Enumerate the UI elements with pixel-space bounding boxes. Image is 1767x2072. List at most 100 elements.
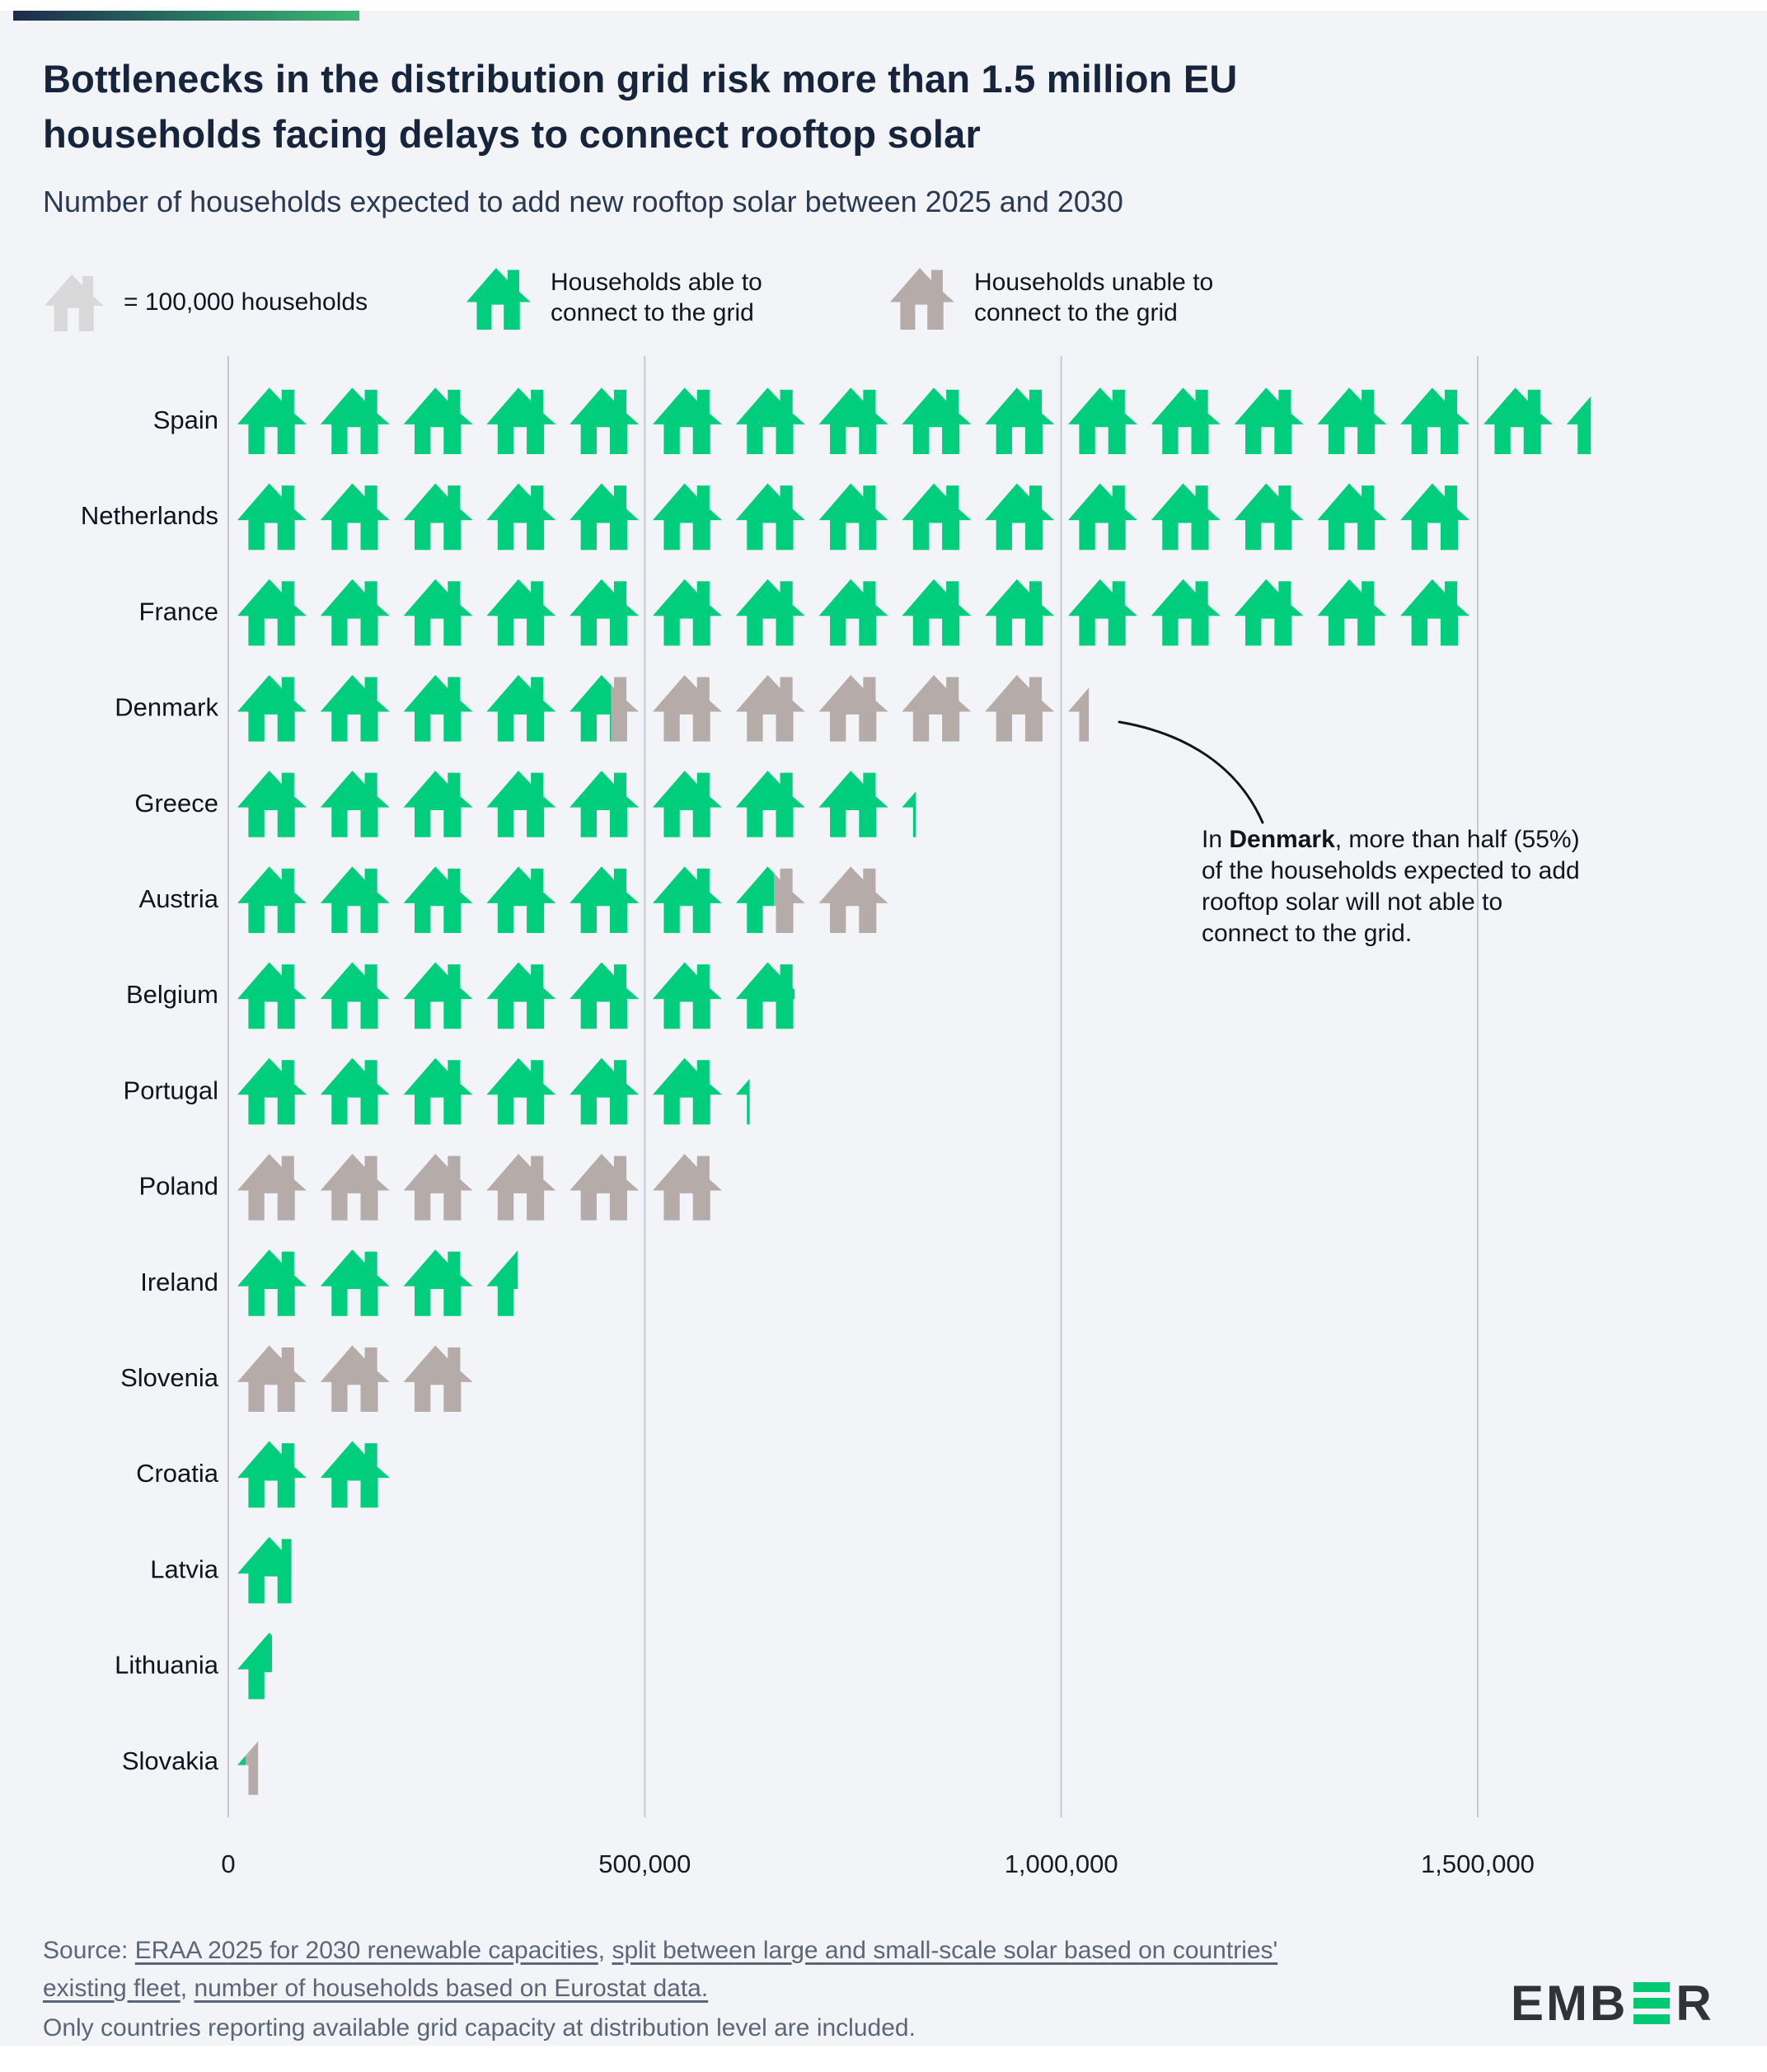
- source-link-eurostat[interactable]: number of households based on Eurostat d…: [194, 1975, 709, 2002]
- house-icon: [237, 1345, 307, 1412]
- house-icon: [320, 1153, 390, 1221]
- house-icon: [486, 771, 556, 837]
- house-icon: [320, 1345, 390, 1412]
- house-unit-icon: [45, 274, 104, 331]
- house-icon: [403, 674, 473, 742]
- top-white-strip: [0, 0, 1767, 11]
- legend-item-unable: Households unable to connect to the grid: [890, 265, 1213, 330]
- house-icon: [653, 1057, 722, 1125]
- house-icon: [237, 483, 307, 551]
- source-text: Source: ERAA 2025 for 2030 renewable cap…: [43, 1937, 1278, 2002]
- row-label: Slovenia: [120, 1363, 219, 1392]
- row-label: Poland: [138, 1172, 218, 1201]
- house-icon: [902, 387, 972, 454]
- page-title: Bottlenecks in the distribution grid ris…: [43, 51, 1238, 162]
- page-subtitle: Number of households expected to add new…: [43, 185, 1123, 218]
- house-icon: [1566, 396, 1591, 455]
- house-icon: [237, 1741, 259, 1795]
- bottom-white-strip: [0, 2046, 1767, 2072]
- house-icon: [320, 1249, 390, 1316]
- house-icon: [818, 579, 888, 646]
- annotation-line-3: rooftop solar will not able to: [1202, 888, 1503, 916]
- house-icon: [1317, 483, 1387, 551]
- house-unable-icon: [890, 268, 954, 330]
- axis-tick-label: 0: [221, 1849, 235, 1878]
- house-icon: [1317, 579, 1387, 646]
- title-line-2: households facing delays to connect roof…: [43, 112, 981, 156]
- house-icon: [486, 1250, 518, 1316]
- house-icon: [653, 1153, 722, 1221]
- house-icon: [569, 1153, 640, 1221]
- axis-tick-label: 500,000: [598, 1849, 691, 1878]
- house-icon: [569, 579, 640, 646]
- house-icon: [902, 791, 916, 837]
- house-icon: [486, 962, 556, 1029]
- house-icon: [486, 387, 556, 454]
- house-icon: [237, 962, 307, 1029]
- house-icon: [1068, 387, 1137, 454]
- house-icon: [237, 579, 307, 646]
- house-icon: [569, 771, 640, 837]
- house-icon: [237, 1153, 307, 1221]
- house-icon: [320, 483, 390, 551]
- house-icon: [320, 387, 390, 454]
- legend-able-label: Households able to connect to the grid: [551, 269, 762, 326]
- house-icon: [486, 1057, 556, 1125]
- ember-logo-left: EMB: [1511, 1976, 1629, 2031]
- house-icon: [237, 1441, 307, 1508]
- title-line-1: Bottlenecks in the distribution grid ris…: [43, 57, 1238, 101]
- house-icon: [486, 483, 556, 551]
- source-link-split[interactable]: split between large and small-scale sola…: [43, 1937, 1278, 2002]
- house-icon: [902, 483, 972, 551]
- house-icon: [1151, 483, 1221, 551]
- house-icon: [902, 579, 972, 646]
- house-icon: [237, 1249, 307, 1316]
- house-icon: [735, 1078, 750, 1125]
- row-label: Lithuania: [115, 1651, 219, 1680]
- house-icon: [403, 866, 473, 933]
- house-icon: [902, 674, 972, 742]
- house-icon: [735, 483, 805, 551]
- house-icon: [1483, 387, 1553, 454]
- house-icon: [1234, 579, 1304, 646]
- house-icon: [486, 866, 556, 933]
- house-icon: [237, 1632, 273, 1699]
- row-label: Netherlands: [81, 501, 218, 530]
- house-icon: [985, 579, 1055, 646]
- house-icon: [237, 1536, 292, 1604]
- house-icon: [320, 771, 390, 837]
- house-icon: [653, 483, 722, 551]
- house-icon: [653, 579, 722, 646]
- house-icon: [1068, 483, 1137, 551]
- house-icon: [320, 579, 390, 646]
- house-icon: [403, 1057, 473, 1125]
- house-icon: [735, 387, 805, 454]
- house-icon: [818, 387, 888, 454]
- house-icon: [653, 387, 722, 454]
- house-icon: [403, 1249, 473, 1316]
- ember-logo: EMB R: [1511, 1975, 1714, 2032]
- house-icon: [403, 771, 473, 837]
- row-label: Portugal: [124, 1076, 218, 1104]
- source-link-eraa[interactable]: ERAA 2025 for 2030 renewable capacities: [134, 1937, 598, 1964]
- legend-unit-label: = 100,000 households: [124, 288, 368, 316]
- house-icon: [735, 674, 805, 742]
- house-icon: [237, 674, 307, 742]
- house-icon: [818, 771, 888, 837]
- house-icon: [237, 1057, 307, 1125]
- house-icon: [403, 579, 473, 646]
- legend-item-able: Households able to connect to the grid: [466, 265, 762, 330]
- house-icon: [320, 1441, 390, 1508]
- house-icon: [569, 483, 640, 551]
- house-icon: [985, 674, 1055, 742]
- row-label: France: [139, 597, 218, 626]
- row-label: Ireland: [140, 1268, 218, 1296]
- annotation-line-4: connect to the grid.: [1202, 920, 1413, 947]
- house-icon: [735, 579, 805, 646]
- house-icon: [653, 962, 722, 1029]
- house-icon: [735, 866, 805, 934]
- row-label: Greece: [134, 789, 218, 818]
- legend-unable-label: Households unable to connect to the grid: [974, 269, 1214, 326]
- house-icon: [818, 483, 888, 551]
